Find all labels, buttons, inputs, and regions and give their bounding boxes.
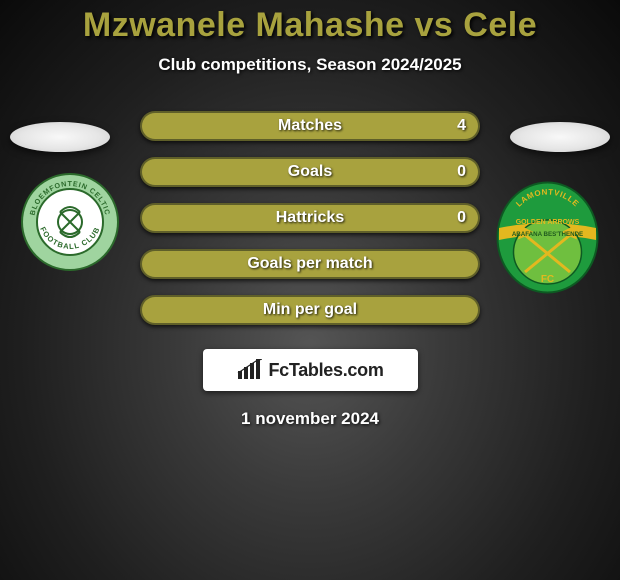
fctables-badge: FcTables.com xyxy=(203,349,418,391)
stat-bar-label: Min per goal xyxy=(263,301,357,319)
golden-arrows-badge-icon: LAMONTVILLE GOLDEN ARROWS ABAFANA BES'TH… xyxy=(495,180,600,295)
stat-bar: Goals per match xyxy=(140,249,480,279)
svg-text:FC: FC xyxy=(541,274,554,285)
stat-bar-label: Goals xyxy=(288,163,332,181)
stat-bar: Goals 0 xyxy=(140,157,480,187)
title-vs: vs xyxy=(415,6,454,44)
stat-bar: Hattricks 0 xyxy=(140,203,480,233)
player-a-avatar xyxy=(10,122,110,152)
club-badge-left: BLOEMFONTEIN CELTIC FOOTBALL CLUB xyxy=(20,172,120,272)
date-text: 1 november 2024 xyxy=(0,409,620,429)
title-player-a: Mzwanele Mahashe xyxy=(83,6,405,44)
svg-text:GOLDEN ARROWS: GOLDEN ARROWS xyxy=(516,219,580,226)
subtitle: Club competitions, Season 2024/2025 xyxy=(0,55,620,75)
bar-chart-icon xyxy=(236,359,262,381)
player-b-avatar xyxy=(510,122,610,152)
svg-text:ABAFANA BES'THENDE: ABAFANA BES'THENDE xyxy=(512,231,583,238)
club-badge-right: LAMONTVILLE GOLDEN ARROWS ABAFANA BES'TH… xyxy=(495,180,600,295)
stat-bar-value-right: 4 xyxy=(457,117,466,135)
title-player-b: Cele xyxy=(463,6,537,44)
stat-bar-value-right: 0 xyxy=(457,163,466,181)
stat-bar-value-right: 0 xyxy=(457,209,466,227)
stat-bar-label: Goals per match xyxy=(247,255,372,273)
stat-bar: Matches 4 xyxy=(140,111,480,141)
stat-bar: Min per goal xyxy=(140,295,480,325)
celtic-badge-icon: BLOEMFONTEIN CELTIC FOOTBALL CLUB xyxy=(20,172,120,272)
stat-bar-label: Matches xyxy=(278,117,342,135)
fctables-brand-text: FcTables.com xyxy=(268,360,383,381)
stat-bar-label: Hattricks xyxy=(276,209,344,227)
page-title: Mzwanele Mahashe vs Cele xyxy=(0,0,620,45)
